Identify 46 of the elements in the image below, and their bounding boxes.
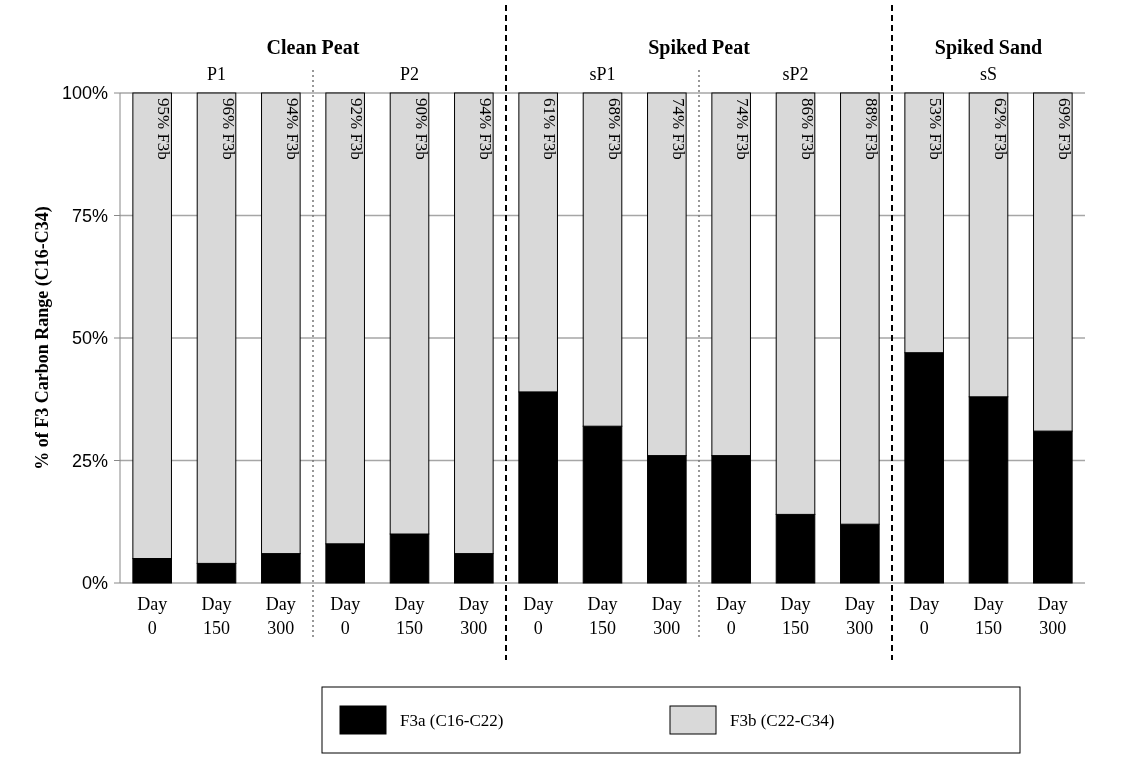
data-label: 62% F3b — [990, 98, 1010, 160]
text: sP2 — [782, 64, 809, 84]
x-tick-label: Day 150 — [780, 594, 811, 638]
x-tick-label: Day 300 — [1037, 594, 1068, 638]
x-tick-label: Day 0 — [909, 594, 940, 638]
x-tick-label: Day 300 — [651, 594, 682, 638]
x-tick-label: Day 0 — [523, 594, 554, 638]
data-label: 61% F3b — [540, 98, 560, 160]
legend-label: F3a (C16-C22) — [400, 710, 504, 730]
x-tick-label: Day 150 — [587, 594, 618, 638]
data-label: 86% F3b — [797, 98, 817, 160]
data-label: 53% F3b — [926, 98, 946, 160]
x-tick-label: Day 300 — [458, 594, 489, 638]
x-tick-label: Day 0 — [716, 594, 747, 638]
x-tick-label: Day 150 — [201, 594, 232, 638]
text: Clean Peat — [266, 36, 360, 58]
text: Spiked Sand — [934, 36, 1043, 59]
text: sP1 — [589, 64, 616, 84]
data-label: 96% F3b — [218, 98, 238, 160]
y-tick-label: 0% — [81, 573, 108, 594]
y-tick-label: 50% — [71, 328, 108, 349]
x-tick-label: Day 300 — [844, 594, 875, 638]
y-tick-label: 75% — [71, 205, 108, 226]
text: P1 — [206, 64, 227, 84]
y-axis-title: % of F3 Carbon Range (C16-C34) — [32, 206, 53, 470]
y-tick-label: 100% — [61, 83, 108, 104]
data-label: 74% F3b — [668, 98, 688, 160]
x-tick-label: Day 300 — [265, 594, 296, 638]
data-label: 90% F3b — [411, 98, 431, 160]
y-tick-label: 25% — [71, 450, 108, 471]
x-tick-label: Day 150 — [973, 594, 1004, 638]
data-label: 92% F3b — [347, 98, 367, 160]
x-tick-label: Day 150 — [394, 594, 425, 638]
text: P2 — [399, 64, 420, 84]
data-label: 74% F3b — [733, 98, 753, 160]
data-label: 68% F3b — [604, 98, 624, 160]
data-label: 94% F3b — [282, 98, 302, 160]
x-tick-label: Day 0 — [137, 594, 168, 638]
data-label: 88% F3b — [861, 98, 881, 160]
text: Spiked Peat — [648, 36, 751, 59]
text: sS — [979, 64, 998, 84]
legend-label: F3b (C22-C34) — [730, 710, 835, 730]
data-label: 69% F3b — [1054, 98, 1074, 160]
data-label: 94% F3b — [475, 98, 495, 160]
data-label: 95% F3b — [154, 98, 174, 160]
x-tick-label: Day 0 — [330, 594, 361, 638]
